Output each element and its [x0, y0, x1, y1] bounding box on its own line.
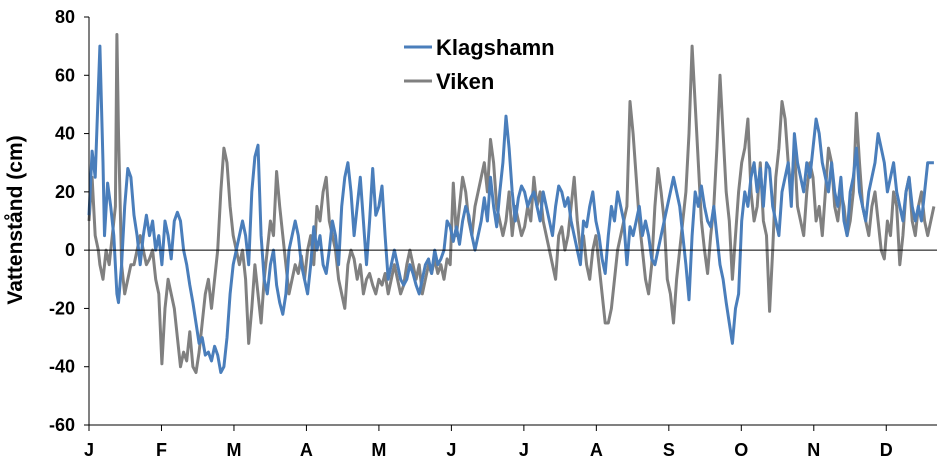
y-axis-ticks: -60 -40 -20 0 20 40 60 80 [49, 7, 89, 435]
series-line-viken [87, 33, 936, 374]
y-tick-label: -40 [49, 357, 75, 377]
x-tick-label: J [446, 440, 456, 460]
x-tick-label: J [519, 440, 529, 460]
y-tick-label: 40 [55, 124, 75, 144]
x-tick-label: D [880, 440, 893, 460]
y-tick-label: 20 [55, 182, 75, 202]
series-line-klagshamn [87, 44, 934, 374]
x-tick-label: A [590, 440, 603, 460]
y-axis-title: Vattenstånd (cm) [4, 135, 27, 304]
y-tick-label: 60 [55, 65, 75, 85]
x-tick-label: N [807, 440, 820, 460]
legend: Klagshamn Viken [404, 35, 555, 94]
y-tick-label: -60 [49, 415, 75, 435]
x-tick-label: A [300, 440, 313, 460]
series-lines [87, 33, 936, 374]
x-tick-label: F [156, 440, 167, 460]
legend-label-viken: Viken [436, 69, 494, 94]
x-tick-label: M [371, 440, 386, 460]
x-tick-label: O [734, 440, 748, 460]
legend-label-klagshamn: Klagshamn [436, 35, 555, 60]
x-tick-label: M [226, 440, 241, 460]
y-tick-label: -20 [49, 298, 75, 318]
y-tick-label: 80 [55, 7, 75, 27]
x-tick-label: S [663, 440, 675, 460]
y-tick-label: 0 [65, 240, 75, 260]
x-tick-label: J [84, 440, 94, 460]
